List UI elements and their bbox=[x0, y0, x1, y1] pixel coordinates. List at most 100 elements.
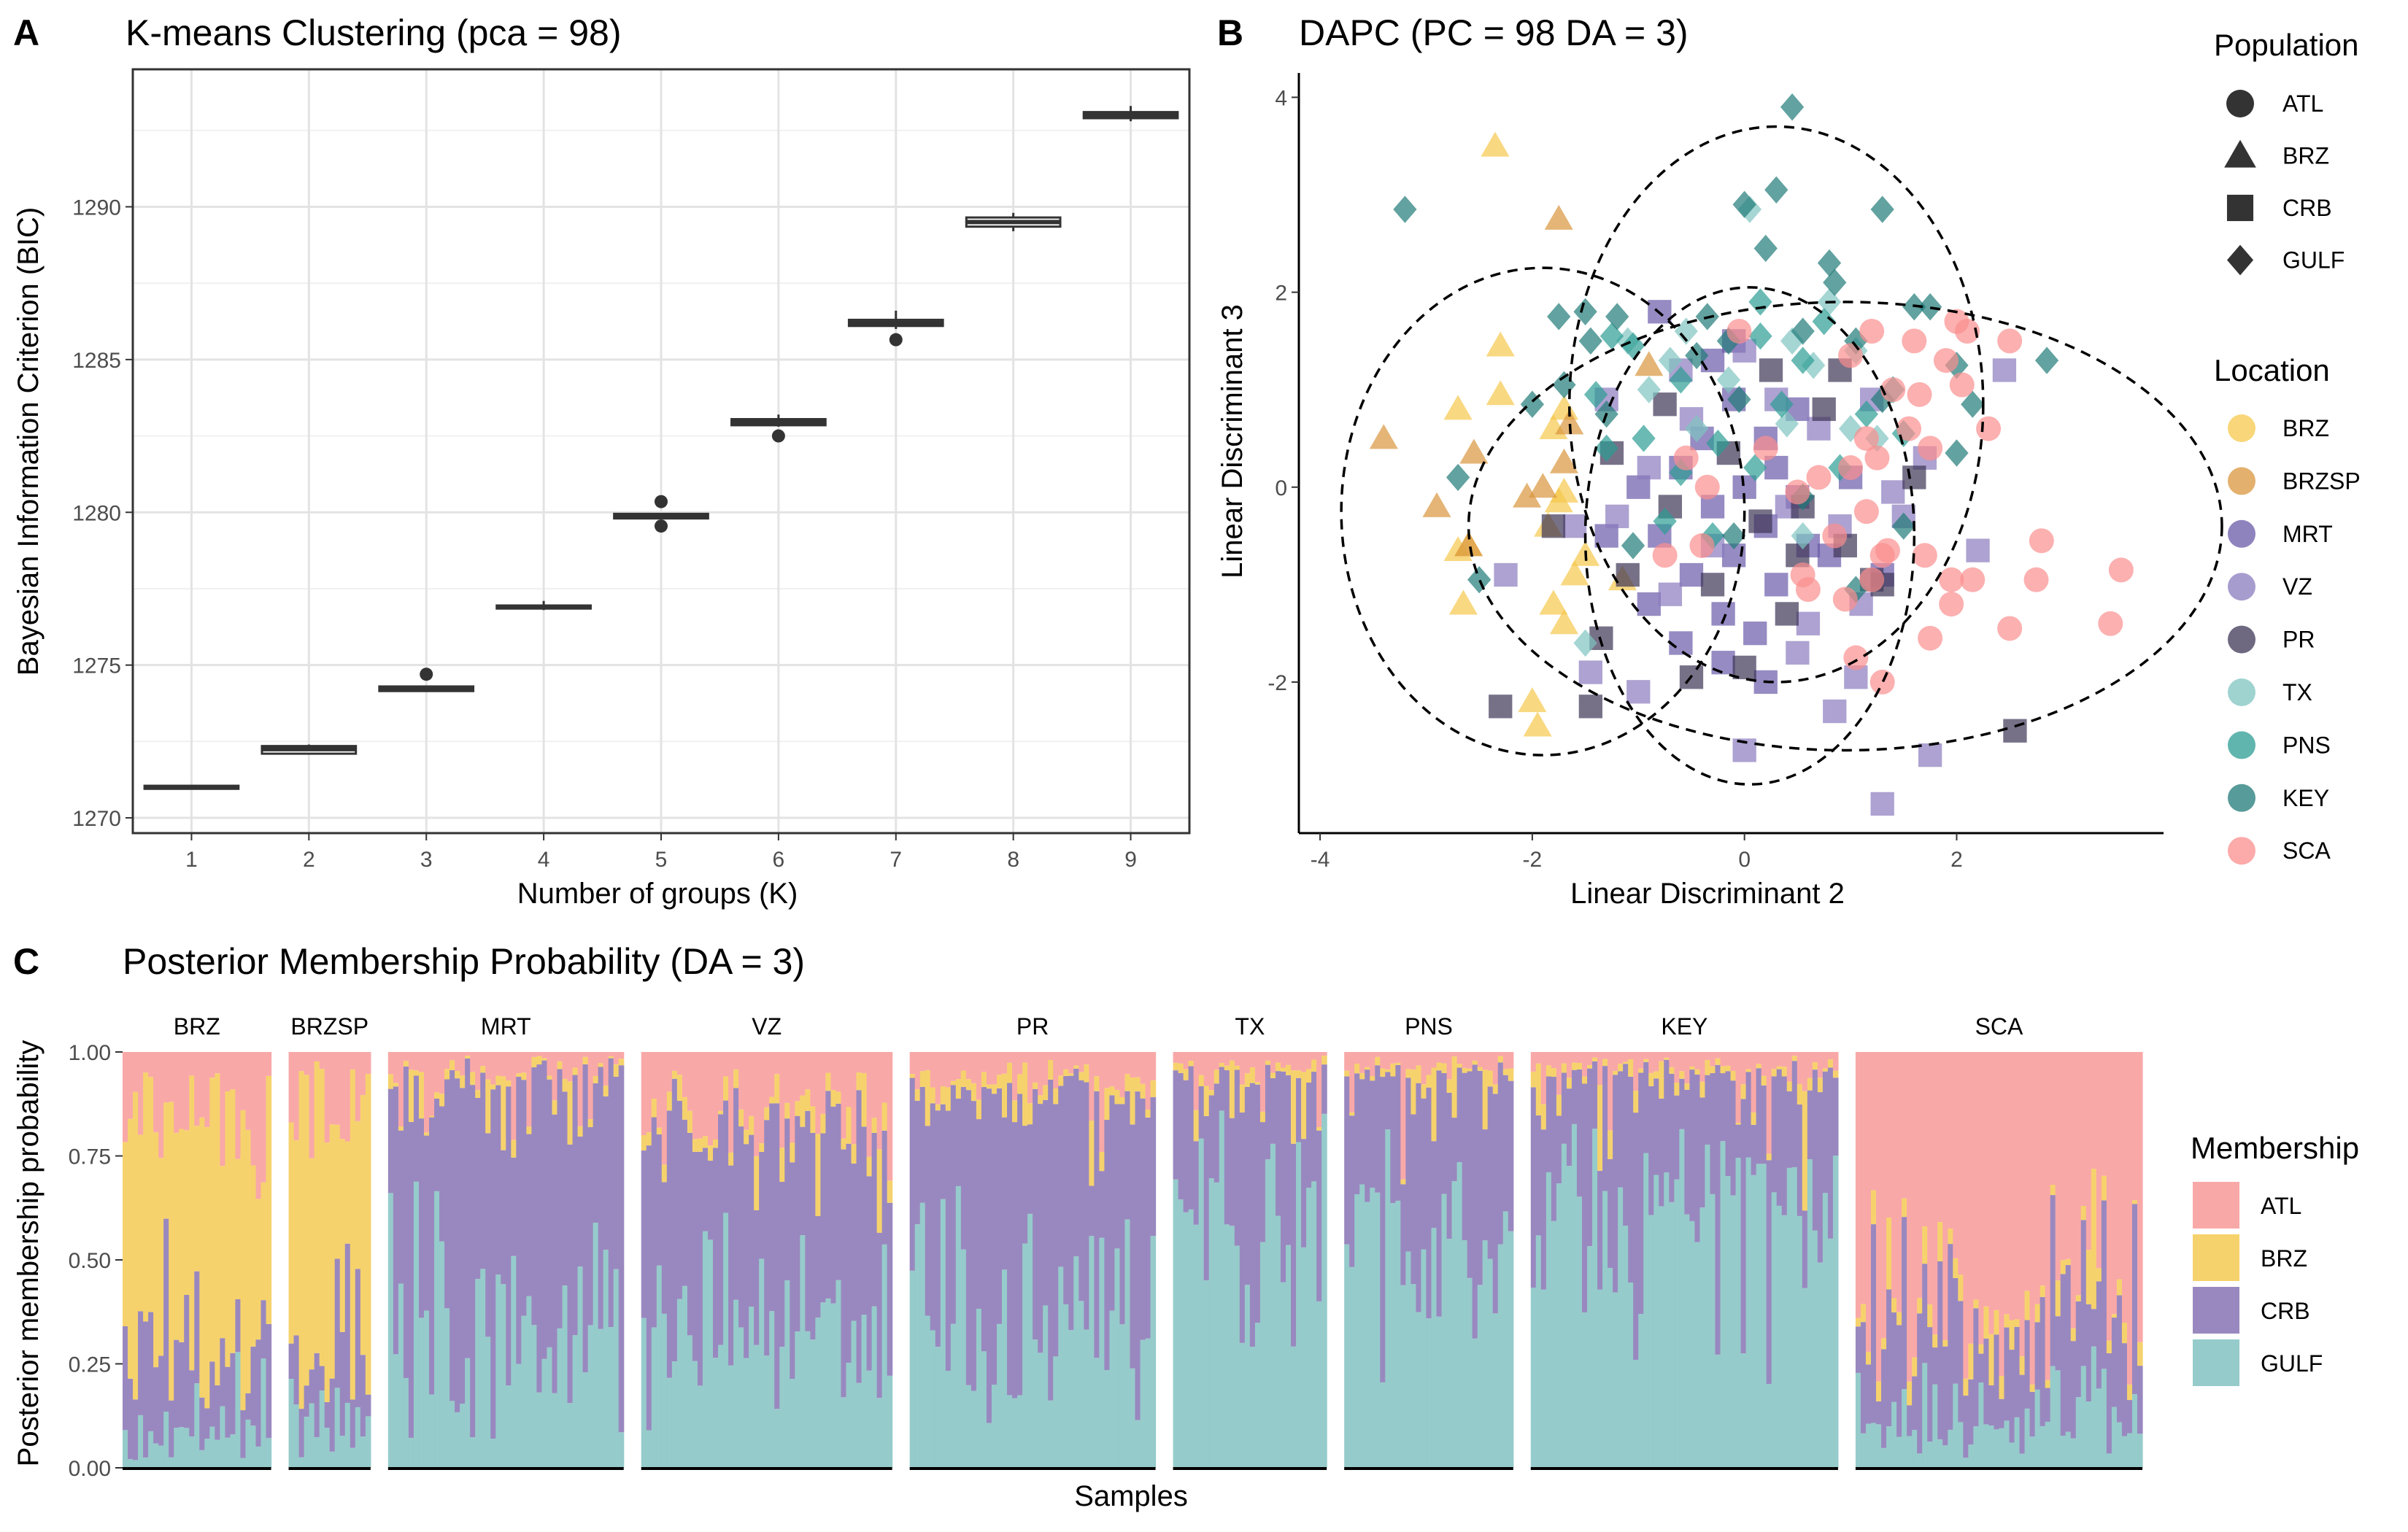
bar-segment-atl bbox=[1124, 1052, 1131, 1075]
point-pr bbox=[1489, 695, 1513, 719]
bar-segment-gulf bbox=[1735, 1158, 1742, 1468]
bar-segment-brz bbox=[1735, 1122, 1742, 1125]
y-tick-label: -2 bbox=[1267, 671, 1287, 695]
bar-segment-gulf bbox=[646, 1430, 652, 1468]
bar-segment-crb bbox=[444, 1079, 450, 1309]
location-legend-label: TX bbox=[2282, 679, 2312, 705]
point-key bbox=[1446, 463, 1470, 492]
bar-segment-atl bbox=[298, 1052, 305, 1072]
bar-segment-crb bbox=[1296, 1078, 1302, 1142]
bar-segment-gulf bbox=[266, 1438, 272, 1468]
point-sca bbox=[1997, 616, 2023, 641]
bar-segment-brz bbox=[1540, 1104, 1547, 1130]
point-tx bbox=[1802, 352, 1826, 379]
bar-segment-atl bbox=[945, 1052, 952, 1088]
bar-segment-crb bbox=[1446, 1092, 1453, 1239]
bar-segment-gulf bbox=[1865, 1423, 1872, 1468]
bar-segment-gulf bbox=[1891, 1401, 1897, 1468]
bar-segment-brz bbox=[919, 1071, 926, 1087]
bar-segment-atl bbox=[455, 1052, 460, 1071]
bar-segment-crb bbox=[2029, 1391, 2036, 1437]
bar-segment-atl bbox=[914, 1052, 921, 1089]
bar-segment-atl bbox=[490, 1052, 496, 1085]
bar-segment-crb bbox=[184, 1294, 190, 1428]
bar-segment-brz bbox=[759, 1143, 765, 1152]
bar-segment-brz bbox=[541, 1058, 548, 1061]
bar-segment-atl bbox=[795, 1052, 800, 1102]
bar-segment-atl bbox=[1684, 1052, 1690, 1084]
bar-segment-atl bbox=[1827, 1052, 1834, 1060]
bar-segment-crb bbox=[841, 1149, 847, 1398]
bar-segment-crb bbox=[774, 1103, 780, 1409]
bar-segment-crb bbox=[1694, 1074, 1701, 1242]
bar-segment-gulf bbox=[455, 1412, 460, 1468]
bar-segment-crb bbox=[1937, 1261, 1943, 1439]
bar-segment-brz bbox=[1477, 1067, 1483, 1071]
bar-segment-crb bbox=[334, 1258, 341, 1388]
bar-segment-atl bbox=[133, 1052, 139, 1092]
bar-segment-atl bbox=[950, 1052, 957, 1081]
bar-segment-gulf bbox=[1183, 1212, 1189, 1468]
bar-segment-brz bbox=[2034, 1304, 2041, 1323]
bar-segment-atl bbox=[769, 1052, 775, 1097]
bar-segment-crb bbox=[460, 1088, 466, 1404]
bar-segment-brz bbox=[1973, 1299, 1979, 1309]
x-tick-label: 4 bbox=[538, 848, 550, 872]
bar-segment-atl bbox=[204, 1052, 210, 1127]
bar-segment-crb bbox=[1462, 1072, 1468, 1241]
bar-segment-crb bbox=[1766, 1160, 1772, 1384]
bar-segment-brz bbox=[945, 1087, 952, 1111]
bar-segment-gulf bbox=[1400, 1285, 1406, 1468]
bar-segment-atl bbox=[1173, 1052, 1179, 1063]
bar-segment-atl bbox=[1953, 1052, 1959, 1258]
bar-segment-gulf bbox=[230, 1434, 236, 1468]
bar-segment-brz bbox=[1592, 1057, 1598, 1061]
bar-segment-atl bbox=[250, 1052, 257, 1166]
bar-segment-crb bbox=[2137, 1366, 2143, 1434]
bar-segment-gulf bbox=[1007, 1395, 1013, 1468]
bar-segment-brz bbox=[1224, 1065, 1230, 1070]
bar-segment-crb bbox=[189, 1370, 195, 1437]
bar-segment-crb bbox=[881, 1130, 888, 1245]
bar-segment-brz bbox=[1359, 1072, 1365, 1080]
bar-segment-brz bbox=[298, 1071, 305, 1409]
bar-segment-atl bbox=[526, 1052, 532, 1127]
bar-segment-atl bbox=[1855, 1052, 1861, 1318]
bar-segment-crb bbox=[687, 1132, 693, 1336]
bar-segment-brz bbox=[455, 1070, 460, 1079]
x-tick-label: 2 bbox=[1950, 848, 1963, 872]
point-pns bbox=[1812, 307, 1836, 336]
bar-segment-atl bbox=[334, 1052, 341, 1125]
bar-segment-atl bbox=[1375, 1052, 1381, 1057]
point-brzsp bbox=[1544, 204, 1573, 230]
bar-segment-crb bbox=[1786, 1091, 1793, 1168]
bar-segment-atl bbox=[1730, 1052, 1737, 1071]
bar-segment-brz bbox=[1902, 1198, 1907, 1218]
bar-segment-atl bbox=[1999, 1052, 2005, 1377]
bar-segment-atl bbox=[1359, 1052, 1365, 1073]
bar-segment-gulf bbox=[1234, 1245, 1240, 1468]
bar-segment-crb bbox=[1219, 1067, 1225, 1111]
point-key bbox=[1823, 268, 1847, 296]
point-key bbox=[2034, 347, 2059, 374]
bar-segment-gulf bbox=[2019, 1453, 2026, 1468]
bar-segment-gulf bbox=[976, 1308, 982, 1468]
y-tick-label: 0 bbox=[1275, 476, 1287, 500]
bar-segment-crb bbox=[1239, 1112, 1246, 1343]
bar-segment-brz bbox=[189, 1075, 195, 1371]
point-vz bbox=[1823, 699, 1847, 724]
bar-segment-crb bbox=[138, 1311, 144, 1415]
bar-segment-crb bbox=[1860, 1322, 1867, 1434]
point-vz bbox=[1658, 582, 1683, 606]
bar-segment-gulf bbox=[603, 1250, 609, 1468]
bar-segment-brz bbox=[1365, 1067, 1370, 1070]
bar-segment-gulf bbox=[1633, 1359, 1639, 1468]
bar-segment-brz bbox=[871, 1118, 878, 1133]
bar-segment-gulf bbox=[2009, 1442, 2015, 1468]
point-pr bbox=[1759, 358, 1783, 382]
bar-segment-gulf bbox=[143, 1457, 149, 1468]
bar-segment-crb bbox=[1058, 1086, 1064, 1267]
bar-segment-atl bbox=[531, 1052, 538, 1057]
